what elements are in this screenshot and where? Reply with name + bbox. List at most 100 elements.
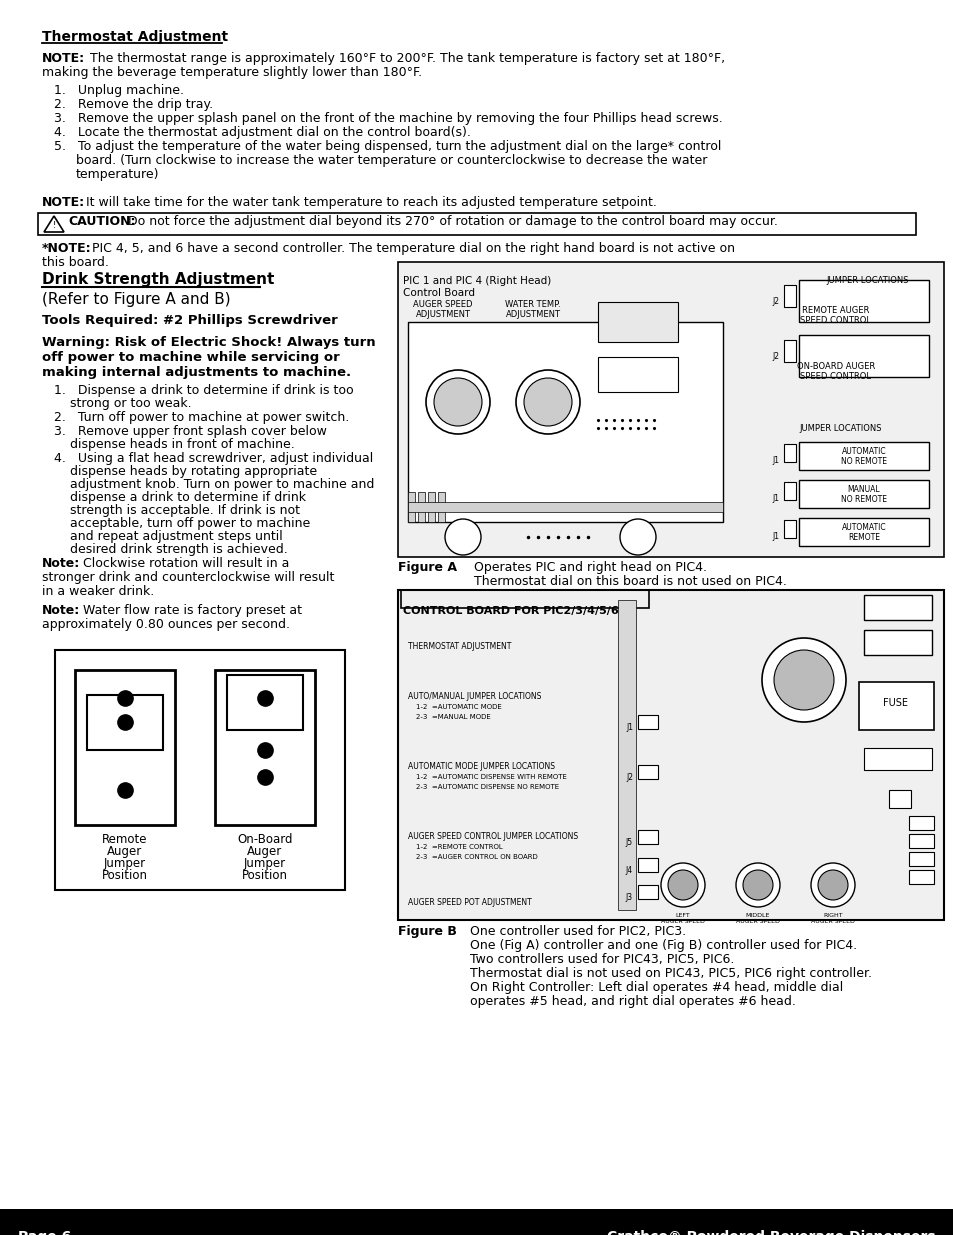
- Text: 3.   Remove the upper splash panel on the front of the machine by removing the f: 3. Remove the upper splash panel on the …: [54, 112, 722, 125]
- Text: Drink Strength Adjustment: Drink Strength Adjustment: [42, 272, 274, 287]
- Bar: [214, 671, 314, 825]
- Text: LEFT
AUGER SPEED: LEFT AUGER SPEED: [660, 913, 704, 924]
- Bar: [799, 280, 928, 322]
- Text: board. (Turn clockwise to increase the water temperature or counterclockwise to : board. (Turn clockwise to increase the w…: [76, 154, 706, 167]
- Text: 2-3  =MANUAL MODE: 2-3 =MANUAL MODE: [416, 714, 490, 720]
- Text: strength is acceptable. If drink is not: strength is acceptable. If drink is not: [70, 504, 299, 517]
- Text: 4.   Using a flat head screwdriver, adjust individual: 4. Using a flat head screwdriver, adjust…: [54, 452, 373, 466]
- Circle shape: [619, 519, 656, 555]
- Text: Jumper: Jumper: [244, 857, 286, 869]
- Text: Auger: Auger: [247, 845, 282, 858]
- Text: Note:: Note:: [42, 557, 80, 571]
- Bar: [408, 501, 722, 513]
- Text: Operates PIC and right head on PIC4.: Operates PIC and right head on PIC4.: [465, 561, 706, 574]
- Circle shape: [434, 378, 481, 426]
- Text: 1-2  =AUTOMATIC MODE: 1-2 =AUTOMATIC MODE: [416, 704, 501, 710]
- Circle shape: [444, 519, 480, 555]
- Text: 1-2  =REMOTE CONTROL: 1-2 =REMOTE CONTROL: [416, 844, 502, 850]
- Bar: [863, 748, 931, 769]
- Text: On-Board: On-Board: [237, 832, 293, 846]
- Text: AUTOMATIC
REMOTE: AUTOMATIC REMOTE: [841, 522, 885, 542]
- Bar: [618, 600, 636, 910]
- Bar: [400, 590, 648, 608]
- Circle shape: [523, 378, 572, 426]
- Text: approximately 0.80 ounces per second.: approximately 0.80 ounces per second.: [42, 618, 290, 631]
- Bar: [908, 852, 933, 866]
- Text: AUGER SPEED CONTROL JUMPER LOCATIONS: AUGER SPEED CONTROL JUMPER LOCATIONS: [408, 832, 578, 841]
- Text: Page 6: Page 6: [18, 1230, 71, 1235]
- Bar: [75, 671, 174, 825]
- Circle shape: [742, 869, 772, 900]
- Bar: [598, 357, 678, 391]
- Bar: [783, 445, 795, 462]
- Text: dispense heads in front of machine.: dispense heads in front of machine.: [70, 438, 294, 451]
- Text: 5.   To adjust the temperature of the water being dispensed, turn the adjustment: 5. To adjust the temperature of the wate…: [54, 140, 720, 153]
- Text: Thermostat Adjustment: Thermostat Adjustment: [42, 30, 228, 44]
- Text: ON-BOARD AUGER
SPEED CONTROL: ON-BOARD AUGER SPEED CONTROL: [796, 362, 874, 382]
- Bar: [799, 442, 928, 471]
- Text: On Right Controller: Left dial operates #4 head, middle dial: On Right Controller: Left dial operates …: [465, 981, 842, 994]
- Text: Crathco® Powdered Beverage Dispensers: Crathco® Powdered Beverage Dispensers: [607, 1230, 935, 1235]
- Text: AUGER SPEED
ADJUSTMENT: AUGER SPEED ADJUSTMENT: [413, 300, 473, 320]
- Text: J3: J3: [625, 893, 633, 902]
- Text: 4.   Locate the thermostat adjustment dial on the control board(s).: 4. Locate the thermostat adjustment dial…: [54, 126, 471, 140]
- Text: 3.   Remove upper front splash cover below: 3. Remove upper front splash cover below: [54, 425, 327, 438]
- Text: Thermostat dial on this board is not used on PIC4.: Thermostat dial on this board is not use…: [465, 576, 786, 588]
- Text: J1: J1: [771, 494, 779, 503]
- Text: MANUAL
NO REMOTE: MANUAL NO REMOTE: [841, 485, 886, 504]
- Circle shape: [810, 863, 854, 906]
- Text: FUSE: FUSE: [882, 698, 907, 708]
- Text: Water flow rate is factory preset at: Water flow rate is factory preset at: [79, 604, 302, 618]
- Text: 1-2  =AUTOMATIC DISPENSE WITH REMOTE: 1-2 =AUTOMATIC DISPENSE WITH REMOTE: [416, 774, 566, 781]
- Circle shape: [761, 638, 845, 722]
- Bar: [227, 676, 303, 730]
- Bar: [428, 492, 435, 522]
- Text: NOTE:: NOTE:: [42, 52, 85, 65]
- Text: NOTE:: NOTE:: [42, 196, 85, 209]
- Text: acceptable, turn off power to machine: acceptable, turn off power to machine: [70, 517, 310, 530]
- Bar: [908, 834, 933, 848]
- Text: Tools Required: #2 Phillips Screwdriver: Tools Required: #2 Phillips Screwdriver: [42, 314, 337, 327]
- Text: AUTOMATIC
NO REMOTE: AUTOMATIC NO REMOTE: [841, 447, 886, 467]
- Bar: [408, 322, 722, 522]
- Text: J1: J1: [771, 456, 779, 466]
- Bar: [783, 285, 795, 308]
- Circle shape: [667, 869, 698, 900]
- Text: J1: J1: [625, 722, 633, 732]
- Text: One controller used for PIC2, PIC3.: One controller used for PIC2, PIC3.: [465, 925, 685, 939]
- Bar: [408, 492, 415, 522]
- Text: 2-3  =AUGER CONTROL ON BOARD: 2-3 =AUGER CONTROL ON BOARD: [416, 853, 537, 860]
- Text: REMOTE AUGER
SPEED CONTROL: REMOTE AUGER SPEED CONTROL: [800, 306, 871, 325]
- Bar: [397, 262, 943, 557]
- Text: Thermostat dial is not used on PIC43, PIC5, PIC6 right controller.: Thermostat dial is not used on PIC43, PI…: [465, 967, 871, 981]
- Bar: [437, 492, 444, 522]
- Text: JUMPER LOCATIONS: JUMPER LOCATIONS: [825, 275, 907, 285]
- Text: THERMOSTAT ADJUSTMENT: THERMOSTAT ADJUSTMENT: [408, 642, 511, 651]
- Text: Clockwise rotation will result in a: Clockwise rotation will result in a: [79, 557, 289, 571]
- Text: 1.   Unplug machine.: 1. Unplug machine.: [54, 84, 184, 98]
- Text: !: !: [52, 221, 55, 231]
- Text: J2: J2: [771, 296, 779, 306]
- Bar: [799, 517, 928, 546]
- Text: this board.: this board.: [42, 256, 109, 269]
- Text: Position: Position: [242, 869, 288, 882]
- Text: RIGHT
AUGER SPEED: RIGHT AUGER SPEED: [810, 913, 854, 924]
- Bar: [55, 650, 345, 890]
- Bar: [908, 816, 933, 830]
- Text: 2.   Turn off power to machine at power switch.: 2. Turn off power to machine at power sw…: [54, 411, 349, 424]
- Text: making internal adjustments to machine.: making internal adjustments to machine.: [42, 366, 351, 379]
- Circle shape: [773, 650, 833, 710]
- Bar: [598, 303, 678, 342]
- Text: *NOTE:: *NOTE:: [42, 242, 91, 254]
- Text: Remote: Remote: [102, 832, 148, 846]
- Text: One (Fig A) controller and one (Fig B) controller used for PIC4.: One (Fig A) controller and one (Fig B) c…: [465, 939, 856, 952]
- Text: J1: J1: [771, 532, 779, 541]
- Text: Jumper: Jumper: [104, 857, 146, 869]
- Text: AUGER SPEED POT ADJUSTMENT: AUGER SPEED POT ADJUSTMENT: [408, 898, 531, 906]
- Text: making the beverage temperature slightly lower than 180°F.: making the beverage temperature slightly…: [42, 65, 421, 79]
- Text: 2.   Remove the drip tray.: 2. Remove the drip tray.: [54, 98, 213, 111]
- Text: adjustment knob. Turn on power to machine and: adjustment knob. Turn on power to machin…: [70, 478, 374, 492]
- Bar: [888, 790, 910, 808]
- Text: Figure A: Figure A: [397, 561, 456, 574]
- Text: AUTOMATIC MODE JUMPER LOCATIONS: AUTOMATIC MODE JUMPER LOCATIONS: [408, 762, 555, 771]
